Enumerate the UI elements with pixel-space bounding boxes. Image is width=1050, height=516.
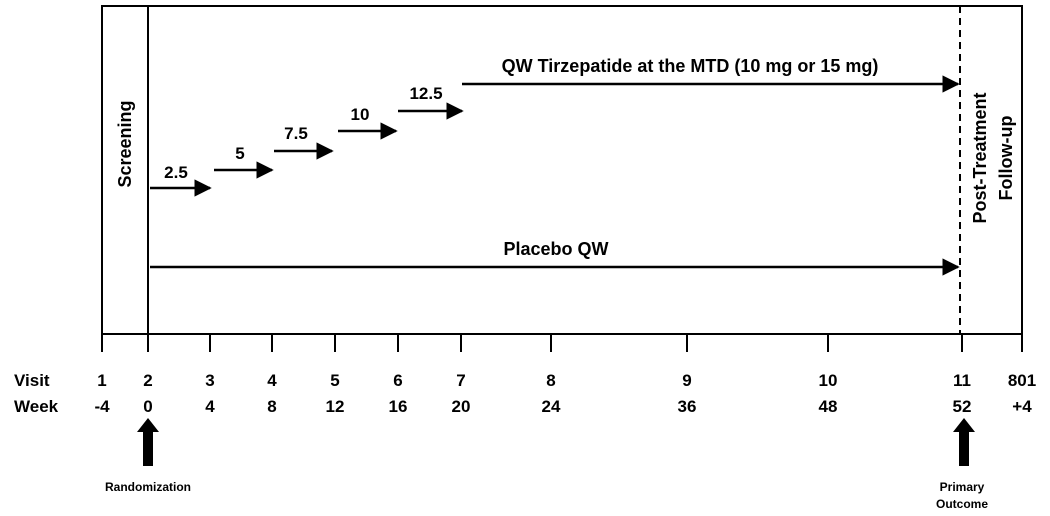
week-number: +4 (1012, 397, 1032, 416)
week-number: 24 (542, 397, 561, 416)
week-number: 20 (452, 397, 471, 416)
follow-up-label-line2: Follow-up (996, 116, 1016, 201)
week-number: 0 (143, 397, 152, 416)
week-row-label: Week (14, 397, 59, 416)
visit-number: 8 (546, 371, 555, 390)
visit-number: 4 (267, 371, 277, 390)
visit-number: 1 (97, 371, 106, 390)
randomization-arrow-icon (137, 418, 159, 466)
week-number: 36 (678, 397, 697, 416)
week-number: 16 (389, 397, 408, 416)
primary-outcome-arrow-icon (953, 418, 975, 466)
visit-number: 9 (682, 371, 691, 390)
week-number: 12 (326, 397, 345, 416)
follow-up-label-line1: Post-Treatment (970, 92, 990, 223)
visit-number: 801 (1008, 371, 1036, 390)
week-number: 4 (205, 397, 215, 416)
visit-number: 3 (205, 371, 214, 390)
week-number: -4 (94, 397, 110, 416)
visit-number: 2 (143, 371, 152, 390)
diagram-frame (101, 5, 1023, 335)
dose-label-1: 2.5 (164, 163, 188, 182)
visit-number: 5 (330, 371, 339, 390)
week-number: 48 (819, 397, 838, 416)
primary-outcome-label-line1: Primary (940, 480, 985, 494)
dose-label-2: 5 (235, 144, 244, 163)
visit-number: 6 (393, 371, 402, 390)
randomization-label: Randomization (105, 480, 191, 494)
visit-number: 7 (456, 371, 465, 390)
visit-number: 11 (953, 371, 971, 390)
placebo-arm-label: Placebo QW (503, 239, 608, 259)
visit-number: 10 (819, 371, 838, 390)
primary-outcome-label-line2: Outcome (936, 497, 988, 511)
dose-label-4: 10 (351, 105, 370, 124)
week-number: 8 (267, 397, 276, 416)
dose-label-5: 12.5 (409, 84, 442, 103)
screening-label: Screening (115, 100, 135, 187)
dose-label-3: 7.5 (284, 124, 308, 143)
tirzepatide-arm-label: QW Tirzepatide at the MTD (10 mg or 15 m… (502, 56, 879, 76)
visit-row-label: Visit (14, 371, 50, 390)
week-number: 52 (953, 397, 972, 416)
